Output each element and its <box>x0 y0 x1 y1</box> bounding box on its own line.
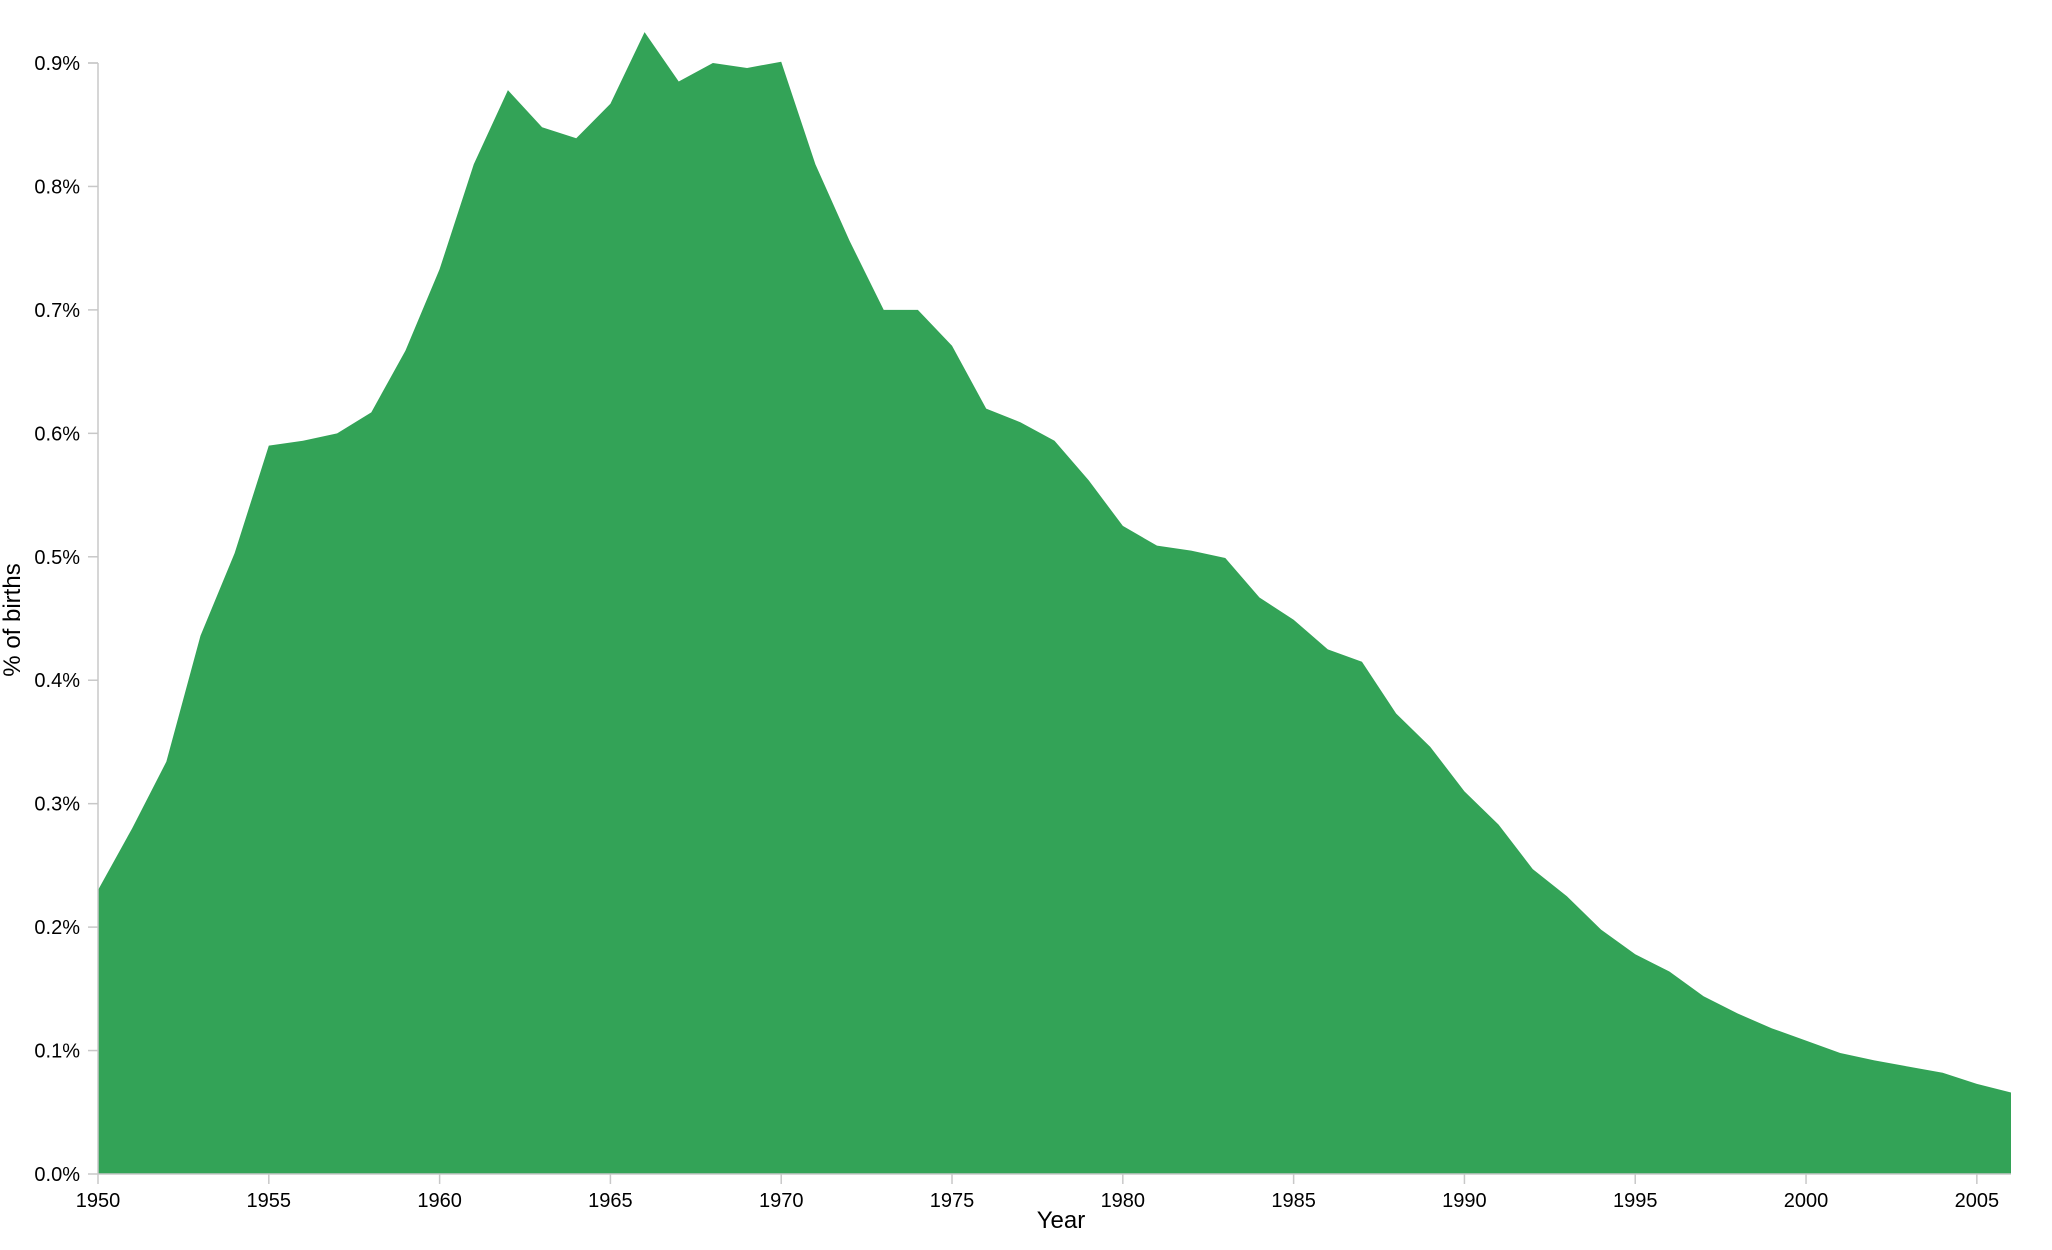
y-tick-label: 0.8% <box>34 176 80 198</box>
x-tick-label: 1990 <box>1442 1190 1487 1212</box>
x-tick-label: 1980 <box>1101 1190 1146 1212</box>
y-tick-label: 0.1% <box>34 1041 80 1063</box>
y-tick-label: 0.4% <box>34 670 80 692</box>
x-tick-label: 1995 <box>1613 1190 1658 1212</box>
y-tick-label: 0.5% <box>34 547 80 569</box>
y-tick-label: 0.7% <box>34 300 80 322</box>
x-tick-label: 2000 <box>1784 1190 1829 1212</box>
x-tick-label: 1965 <box>588 1190 633 1212</box>
x-tick-label: 1985 <box>1271 1190 1316 1212</box>
x-tick-label: 1975 <box>930 1190 975 1212</box>
x-tick-label: 2005 <box>1955 1190 2000 1212</box>
y-axis-title: % of births <box>0 563 26 676</box>
x-tick-label: 1955 <box>247 1190 292 1212</box>
y-tick-label: 0.6% <box>34 423 80 445</box>
axis-layer: 0.0% 0.1% 0.2% 0.3% 0.4% 0.5% 0.6% 0.7% 0.8% 0.9%… <box>34 53 2011 1212</box>
x-axis-title: Year <box>1037 1207 1086 1234</box>
x-tick-label: 1960 <box>417 1190 462 1212</box>
y-tick-label: 0.2% <box>34 917 80 939</box>
x-tick-label: 1950 <box>76 1190 121 1212</box>
y-tick-label: 0.9% <box>34 53 80 75</box>
area-series <box>98 32 2011 1174</box>
area-layer <box>98 32 2011 1174</box>
x-tick-label: 1970 <box>759 1190 804 1212</box>
y-tick-label: 0.0% <box>34 1164 80 1186</box>
label-layer: Year % of births <box>0 563 1085 1234</box>
y-tick-label: 0.3% <box>34 794 80 816</box>
